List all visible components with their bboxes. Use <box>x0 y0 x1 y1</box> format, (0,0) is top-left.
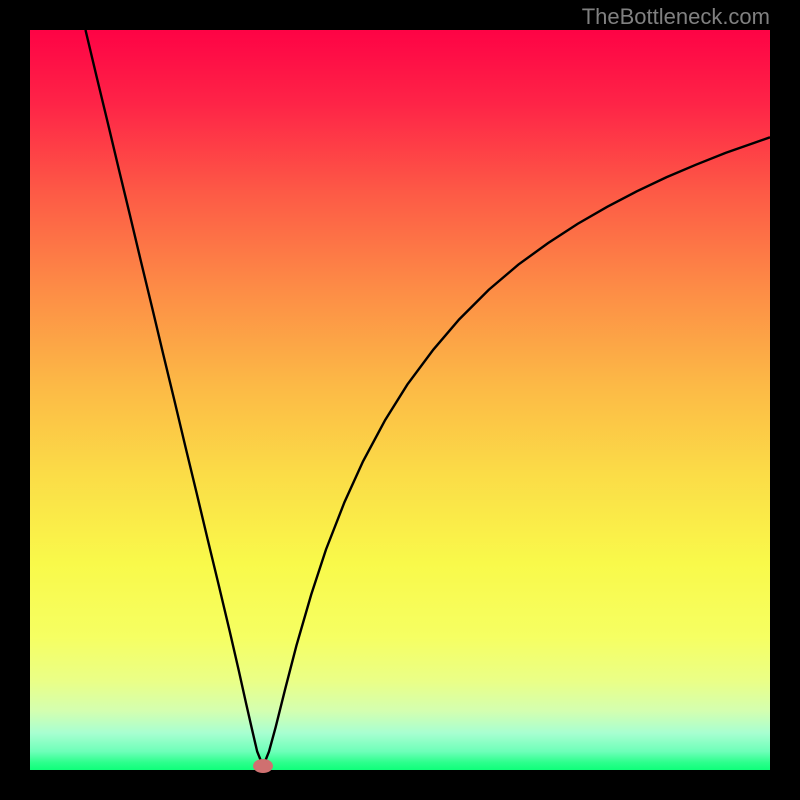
curve-layer <box>30 30 770 770</box>
bottleneck-curve <box>86 30 770 766</box>
valley-marker <box>253 759 273 773</box>
watermark-text: TheBottleneck.com <box>582 4 770 30</box>
plot-area <box>30 30 770 770</box>
chart-container: TheBottleneck.com <box>0 0 800 800</box>
